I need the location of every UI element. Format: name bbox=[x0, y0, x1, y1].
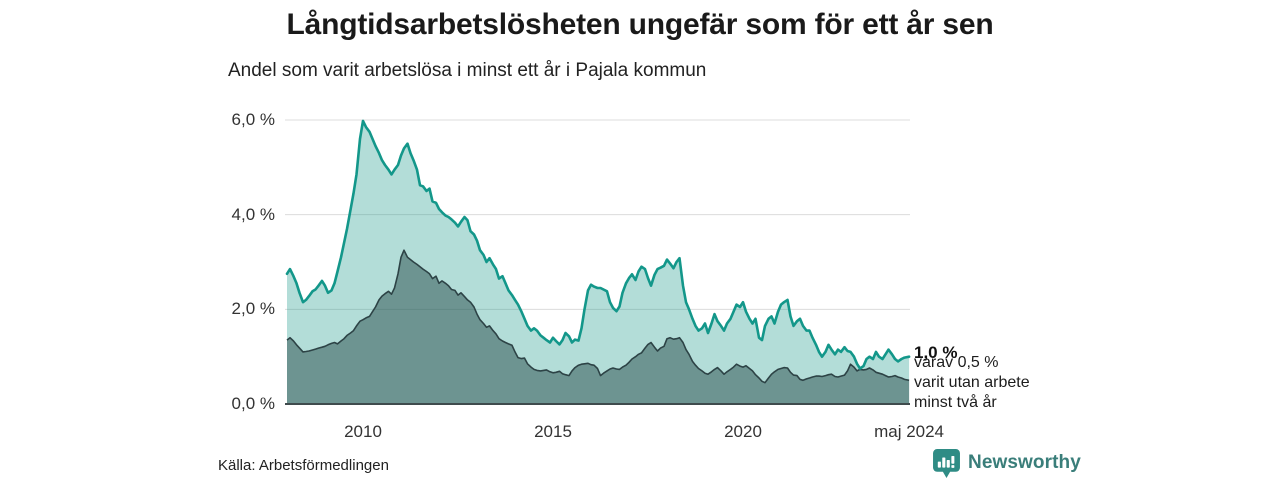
y-tick-label: 2,0 % bbox=[231, 299, 275, 319]
end-detail-label: varav 0,5 % varit utan arbete minst två … bbox=[914, 353, 1030, 413]
end-detail-line-1: varav 0,5 % bbox=[914, 354, 999, 371]
x-tick-label: 2020 bbox=[724, 422, 762, 441]
line-two-years bbox=[286, 249, 910, 384]
x-tick-label: 2015 bbox=[534, 422, 572, 441]
end-value-label: 1,0 % bbox=[914, 343, 958, 362]
source-caption: Källa: Arbetsförmedlingen bbox=[218, 457, 389, 474]
line-one-year bbox=[285, 119, 911, 370]
y-tick-label: 0,0 % bbox=[231, 394, 275, 413]
brand-logo: Newsworthy bbox=[933, 448, 1081, 478]
x-tick-label: 2010 bbox=[344, 422, 382, 441]
area-two-years bbox=[287, 250, 910, 404]
y-tick-label: 4,0 % bbox=[231, 204, 275, 224]
y-tick-label: 6,0 % bbox=[231, 110, 275, 129]
area-series bbox=[285, 119, 911, 405]
brand-name: Newsworthy bbox=[968, 452, 1081, 473]
end-detail-line-2: varit utan arbete bbox=[914, 374, 1030, 391]
end-detail-line-3: minst två år bbox=[914, 394, 997, 411]
x-tick-label: maj 2024 bbox=[874, 422, 945, 441]
page-title: Långtidsarbetslösheten ungefär som för e… bbox=[286, 8, 994, 41]
newsworthy-icon bbox=[933, 448, 960, 478]
chart-subtitle: Andel som varit arbetslösa i minst ett å… bbox=[228, 60, 707, 81]
